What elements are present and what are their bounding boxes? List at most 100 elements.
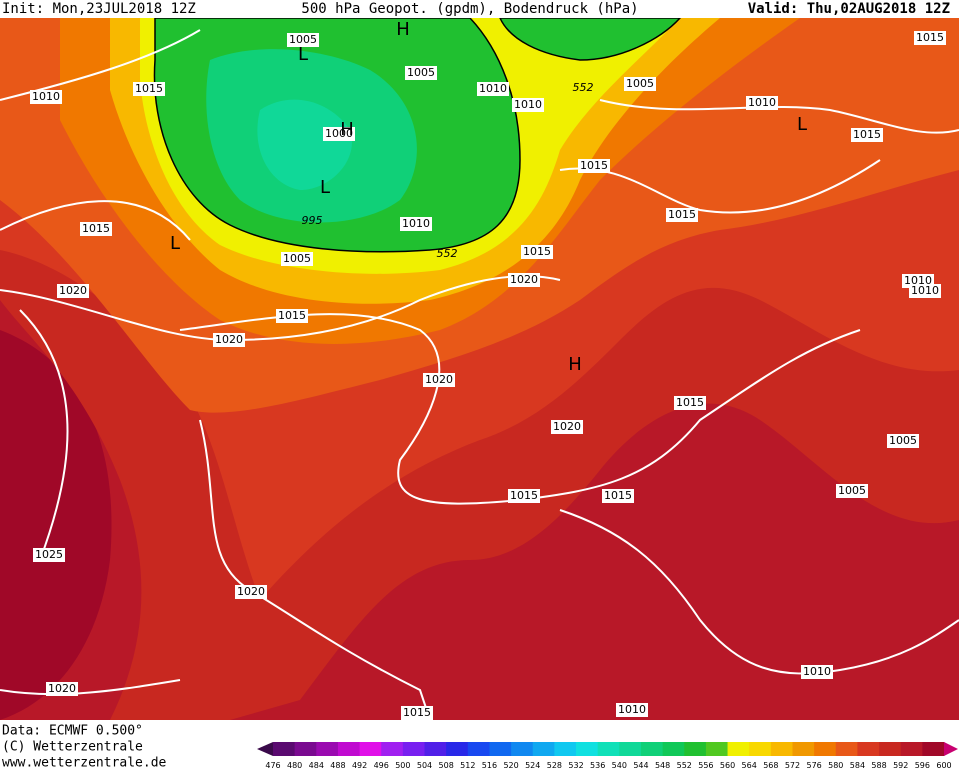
isobar-label: 1005 xyxy=(289,33,317,46)
isobar-label: 1010 xyxy=(32,90,60,103)
isobar-label: 1015 xyxy=(668,208,696,221)
isobar-label-box xyxy=(914,31,946,45)
init-time: Init: Mon,23JUL2018 12Z xyxy=(2,1,196,17)
pressure-center: H xyxy=(396,19,410,40)
isobar-label: 1015 xyxy=(403,706,431,719)
isobar-label: 1015 xyxy=(278,309,306,322)
isobar-label: 1005 xyxy=(283,252,311,265)
colorbar-bin xyxy=(922,742,945,756)
map-title: 500 hPa Geopot. (gpdm), Bodendruck (hPa) xyxy=(301,1,638,17)
colorbar-label: 500 xyxy=(395,761,410,770)
isobar-label-box xyxy=(616,703,648,717)
isobar-label-box xyxy=(287,33,319,47)
isobar-label-box xyxy=(423,373,455,387)
colorbar-bin xyxy=(662,742,685,756)
colorbar-label: 476 xyxy=(265,761,280,770)
copyright: (C) Wetterzentrale xyxy=(2,740,143,755)
isobar-label: 1005 xyxy=(889,434,917,447)
isobar-label: 1015 xyxy=(510,489,538,502)
colorbar-bin xyxy=(727,742,750,756)
isobar xyxy=(179,313,861,505)
colorbar-label: 580 xyxy=(828,761,843,770)
isobar-label: 1020 xyxy=(59,284,87,297)
isobar-label-box xyxy=(133,82,165,96)
isobar-label: 1020 xyxy=(425,373,453,386)
isobar-label: 1010 xyxy=(618,703,646,716)
isobar-label-box xyxy=(401,706,433,720)
valid-time: Valid: Thu,02AUG2018 12Z xyxy=(748,1,950,17)
colorbar-label: 508 xyxy=(439,761,454,770)
isobar-label-box xyxy=(746,96,778,110)
isobar-label-box xyxy=(508,489,540,503)
isobar-label-box xyxy=(400,217,432,231)
colorbar-label: 568 xyxy=(763,761,778,770)
geopotential-label: 552 xyxy=(437,247,458,260)
colorbar-label: 528 xyxy=(547,761,562,770)
colorbar-bin xyxy=(576,742,599,756)
colorbar-label: 488 xyxy=(330,761,345,770)
isobar-label-box xyxy=(508,273,540,287)
colorbar-bin xyxy=(489,742,512,756)
colorbar-bin xyxy=(792,742,815,756)
isobar-label-box xyxy=(80,222,112,236)
isobar-label-box xyxy=(521,245,553,259)
colorbar-label: 560 xyxy=(720,761,735,770)
colorbar-label: 544 xyxy=(633,761,648,770)
isobar-label: 1010 xyxy=(904,274,932,287)
pressure-center: L xyxy=(320,177,330,198)
map: 1005 1015 1010 1005 1010 1010 552 1005 1010 1015 1… xyxy=(0,17,959,721)
isobar-label: 1020 xyxy=(215,333,243,346)
isobar-label: 1015 xyxy=(135,82,163,95)
isobar-label: 1015 xyxy=(916,31,944,44)
isobar-label: 1000 xyxy=(325,127,353,140)
data-source: Data: ECMWF 0.500° xyxy=(2,724,143,739)
colorbar-label: 524 xyxy=(525,761,540,770)
colorbar-bin xyxy=(294,742,317,756)
isobar-label-box xyxy=(602,489,634,503)
field-552-north xyxy=(498,17,682,61)
isobar-label: 1015 xyxy=(523,245,551,258)
isobar-label-box xyxy=(801,665,833,679)
colorbar-bin xyxy=(511,742,534,756)
isobar-label-box xyxy=(624,77,656,91)
isobar-label-box xyxy=(512,98,544,112)
colorbar-bin xyxy=(619,742,642,756)
colorbar-label: 532 xyxy=(568,761,583,770)
colorbar: 476 480 484 488 492 496 500 504 508 512 516 520 524 5… xyxy=(257,742,958,770)
colorbar-bin xyxy=(597,742,620,756)
isobar-label-box xyxy=(276,309,308,323)
colorbar-label: 496 xyxy=(374,761,389,770)
isobar-label: 1010 xyxy=(514,98,542,111)
isobar-label: 1010 xyxy=(402,217,430,230)
isobar-label: 1010 xyxy=(479,82,507,95)
isobar-label-box xyxy=(551,420,583,434)
colorbar-bin xyxy=(814,742,837,756)
isobar-label-box xyxy=(323,127,355,141)
isobar-label-box xyxy=(281,252,313,266)
colorbar-label: 512 xyxy=(460,761,475,770)
isobar-labels: 1005 1015 1010 1005 1010 1010 552 1005 1010 1015 1… xyxy=(30,31,946,720)
isobar-label-box xyxy=(909,284,941,298)
isobar xyxy=(0,29,561,342)
isobar-label: 1005 xyxy=(407,66,435,79)
colorbar-bin xyxy=(684,742,707,756)
colorbar-bin xyxy=(381,742,404,756)
colorbar-bin xyxy=(900,742,923,756)
isobar-label-box xyxy=(33,548,65,562)
isobar-label-box xyxy=(235,585,267,599)
isobar-label-box xyxy=(30,90,62,104)
isobar-label: 1015 xyxy=(82,222,110,235)
isobar-label-box xyxy=(851,128,883,142)
isobar-label: 1015 xyxy=(580,159,608,172)
colorbar-label: 540 xyxy=(612,761,627,770)
isobar-label-box xyxy=(57,284,89,298)
colorbar-label: 576 xyxy=(806,761,821,770)
colorbar-bin xyxy=(316,742,339,756)
isobar-label: 1010 xyxy=(803,665,831,678)
colorbar-bin xyxy=(359,742,382,756)
colorbar-bin xyxy=(532,742,555,756)
colorbar-bin xyxy=(705,742,729,756)
colorbar-bin xyxy=(337,742,361,756)
pressure-center: H xyxy=(340,119,354,140)
colorbar-label: 516 xyxy=(482,761,497,770)
